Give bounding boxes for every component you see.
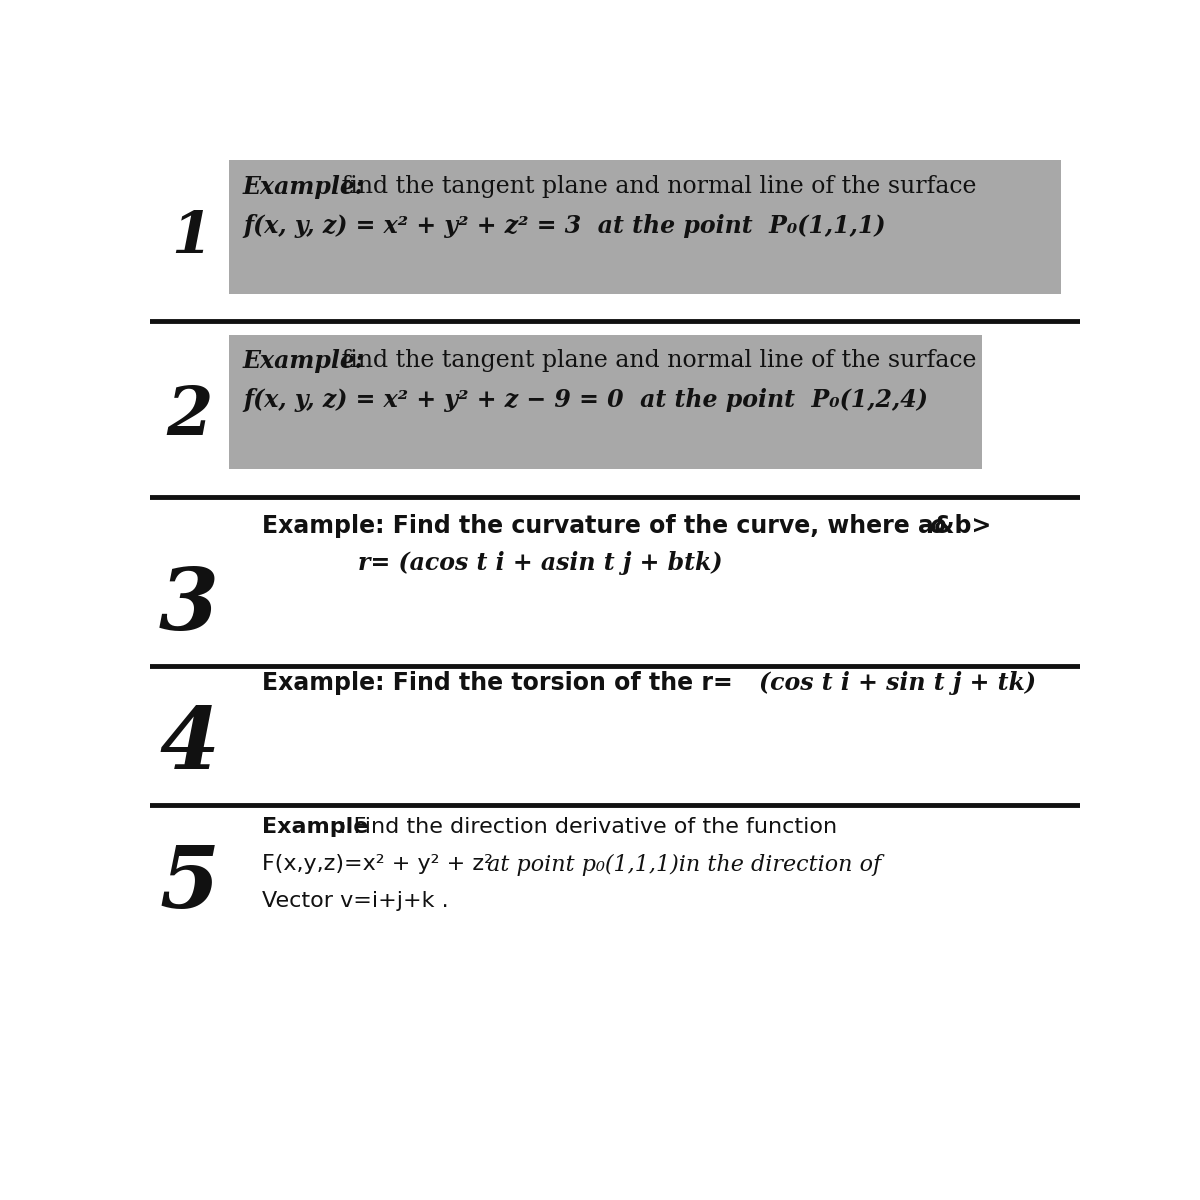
Text: : Find the direction derivative of the function: : Find the direction derivative of the f… xyxy=(338,817,836,836)
Bar xyxy=(229,335,983,469)
Text: f(x, y, z) = x² + y² + z² = 3  at the point  P₀(1,1,1): f(x, y, z) = x² + y² + z² = 3 at the poi… xyxy=(242,215,886,239)
Bar xyxy=(229,160,1062,294)
Text: 5: 5 xyxy=(160,841,218,925)
Text: 3: 3 xyxy=(160,564,218,648)
Text: Example: Example xyxy=(262,817,368,836)
Text: Example:: Example: xyxy=(242,349,365,373)
Text: (cos t i + sin t j + tk): (cos t i + sin t j + tk) xyxy=(760,671,1036,695)
Text: Vector v=i+j+k .: Vector v=i+j+k . xyxy=(262,890,449,911)
Text: at point p₀(1,1,1)in the direction of: at point p₀(1,1,1)in the direction of xyxy=(480,853,881,876)
Text: find the tangent plane and normal line of the surface: find the tangent plane and normal line o… xyxy=(334,349,977,372)
Text: find the tangent plane and normal line of the surface: find the tangent plane and normal line o… xyxy=(334,175,977,198)
Text: 1: 1 xyxy=(172,209,212,265)
Text: Example:: Example: xyxy=(242,175,365,199)
Text: r= (acos t i + asin t j + btk): r= (acos t i + asin t j + btk) xyxy=(359,551,722,575)
Text: Example: Find the torsion of the r=: Example: Find the torsion of the r= xyxy=(262,671,740,695)
Text: f(x, y, z) = x² + y² + z − 9 = 0  at the point  P₀(1,2,4): f(x, y, z) = x² + y² + z − 9 = 0 at the … xyxy=(242,388,928,412)
Text: 2: 2 xyxy=(166,384,212,449)
Text: F(x,y,z)=x² + y² + z²: F(x,y,z)=x² + y² + z² xyxy=(262,853,493,874)
Text: 4: 4 xyxy=(160,703,218,786)
Text: Example: Find the curvature of the curve, where a&b>: Example: Find the curvature of the curve… xyxy=(262,514,1000,538)
Text: o: o xyxy=(929,514,946,538)
